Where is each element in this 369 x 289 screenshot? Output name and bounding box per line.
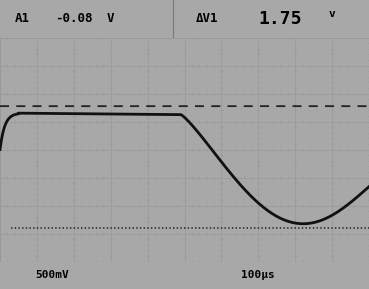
Text: V: V (107, 12, 114, 25)
Text: 1.75: 1.75 (259, 10, 302, 28)
Text: 500mV: 500mV (35, 270, 69, 280)
Text: A1: A1 (15, 12, 30, 25)
Text: -0.08: -0.08 (55, 12, 93, 25)
Text: 100μs: 100μs (241, 270, 275, 280)
Text: v: v (329, 9, 335, 19)
Text: ΔV1: ΔV1 (196, 12, 218, 25)
